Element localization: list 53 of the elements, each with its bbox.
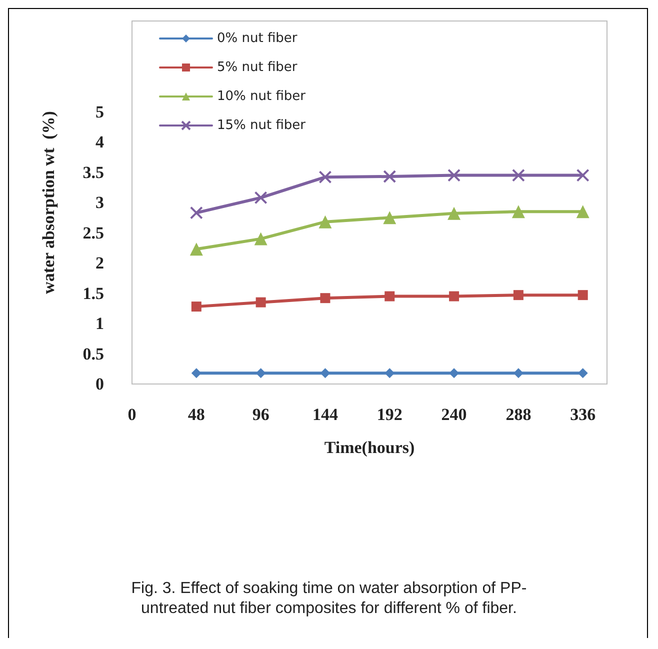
y-tick-label: 0.5 — [82, 344, 104, 364]
point — [578, 368, 588, 378]
point — [254, 232, 268, 246]
point — [383, 211, 396, 224]
y-axis-title: water absorption wt (%) — [39, 111, 58, 294]
point — [254, 191, 268, 204]
x-axis-title: Time(hours) — [324, 438, 415, 457]
y-tick-label: 5 — [96, 102, 104, 122]
point — [448, 168, 461, 182]
y-tick-label: 2.5 — [82, 223, 104, 242]
point — [318, 170, 332, 184]
point — [384, 291, 395, 302]
y-tick-label: 2 — [96, 254, 104, 272]
point — [578, 290, 588, 300]
legend-label: 10% nut fiber — [217, 89, 306, 104]
point — [383, 170, 396, 183]
x-tick-label: 96 — [252, 405, 270, 424]
point — [191, 368, 202, 378]
point — [513, 290, 524, 300]
point — [320, 368, 330, 378]
point — [449, 368, 460, 378]
caption: Fig. 3. Effect of soaking time on water absorption of PP-untreated nut fiber composites for different % of fiber. — [130, 579, 528, 619]
point — [512, 168, 525, 182]
point — [256, 368, 266, 378]
point — [384, 368, 395, 378]
legend-label: 0% nut fiber — [217, 31, 298, 46]
point — [449, 291, 460, 302]
point — [576, 205, 590, 218]
point — [190, 206, 203, 220]
x-tick-label: 144 — [312, 405, 338, 424]
point — [512, 205, 525, 218]
point — [576, 168, 590, 182]
y-tick-label: 0 — [96, 374, 104, 394]
legend-label: 5% nut fiber — [217, 60, 298, 75]
y-tick-label: 3.5 — [82, 162, 104, 182]
legend-label: 15% nut fiber — [217, 118, 306, 133]
y-tick-label: 1.5 — [82, 284, 104, 303]
point — [513, 368, 524, 378]
x-tick-label: 192 — [376, 405, 402, 424]
y-tick-label: 4 — [96, 132, 104, 152]
x-tick-label: 48 — [188, 405, 205, 424]
y-tick-label: 1 — [96, 314, 104, 333]
x-tick-label: 240 — [441, 405, 467, 424]
y-tick-label: 3 — [96, 193, 104, 212]
point — [320, 293, 330, 304]
point — [256, 297, 266, 308]
point — [448, 206, 461, 220]
point — [318, 215, 332, 228]
x-tick-label: 336 — [570, 405, 596, 424]
point — [191, 302, 202, 312]
x-tick-label: 0 — [128, 405, 136, 424]
point — [190, 242, 203, 256]
x-tick-label: 288 — [506, 405, 532, 424]
